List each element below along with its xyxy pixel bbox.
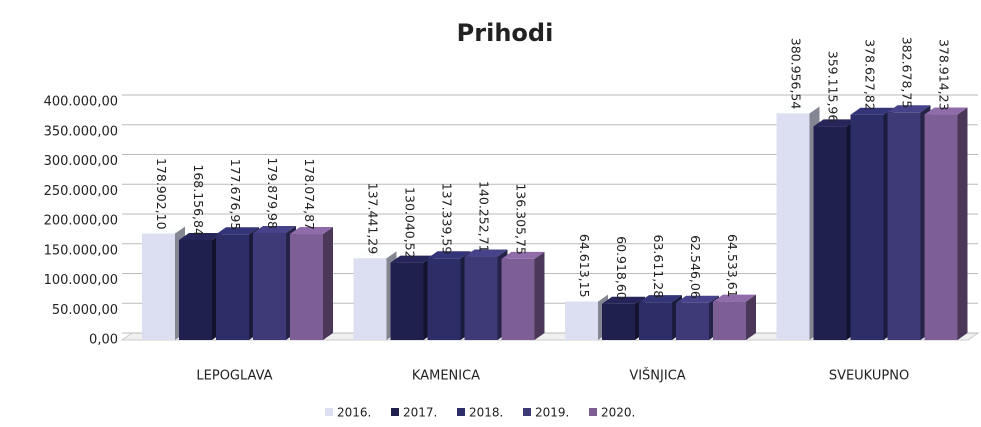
y-tick-label: 50.000,00 bbox=[52, 303, 118, 318]
value-label: 178.902,10 bbox=[154, 158, 169, 230]
bar bbox=[464, 256, 498, 340]
x-tick-label: SVEUKUPNO bbox=[829, 369, 909, 384]
bar bbox=[290, 234, 323, 340]
value-label: 130.040,52 bbox=[403, 187, 418, 259]
legend-swatch bbox=[391, 408, 399, 416]
bar-side bbox=[323, 227, 333, 340]
y-tick-label: 200.000,00 bbox=[44, 214, 118, 229]
bar bbox=[216, 234, 249, 340]
legend-label: 2016. bbox=[337, 406, 371, 420]
bar-top bbox=[501, 251, 545, 259]
y-tick-label: 100.000,00 bbox=[44, 273, 118, 288]
value-label: 179.879,98 bbox=[265, 157, 280, 229]
value-label: 168.156,84 bbox=[191, 164, 206, 236]
bar-top bbox=[353, 251, 397, 259]
value-label: 62.546,06 bbox=[688, 235, 703, 299]
x-tick-label: LEPOGLAVA bbox=[196, 369, 272, 384]
bar-top bbox=[216, 227, 259, 235]
legend-swatch bbox=[457, 408, 465, 416]
value-label: 359.115,96 bbox=[826, 51, 841, 123]
bar-top bbox=[464, 249, 508, 257]
value-label: 382.678,75 bbox=[900, 37, 915, 109]
y-tick-label: 0,00 bbox=[89, 333, 118, 348]
legend-swatch bbox=[325, 408, 333, 416]
bar-top bbox=[290, 227, 333, 235]
value-label: 60.918,60 bbox=[614, 236, 629, 300]
x-tick-label: KAMENICA bbox=[412, 369, 480, 384]
legend-label: 2020. bbox=[601, 406, 635, 420]
bar-top bbox=[639, 295, 682, 303]
bar bbox=[142, 233, 175, 340]
bar-top bbox=[713, 294, 756, 302]
bar bbox=[639, 302, 672, 340]
bar bbox=[179, 239, 212, 340]
bar bbox=[353, 258, 387, 340]
y-tick-label: 250.000,00 bbox=[44, 184, 118, 199]
legend-label: 2017. bbox=[403, 406, 437, 420]
legend-swatch bbox=[589, 408, 597, 416]
value-label: 64.613,15 bbox=[577, 234, 592, 298]
bar-side bbox=[746, 294, 756, 340]
value-label: 136.305,75 bbox=[514, 183, 529, 255]
bar bbox=[813, 126, 847, 340]
bar bbox=[253, 232, 286, 340]
bar-side bbox=[957, 107, 968, 340]
bar-top bbox=[390, 255, 434, 263]
legend-label: 2019. bbox=[535, 406, 569, 420]
y-tick-label: 350.000,00 bbox=[44, 124, 118, 139]
bar bbox=[924, 114, 958, 340]
value-label: 63.611,28 bbox=[651, 235, 666, 299]
value-label: 378.914,23 bbox=[937, 39, 952, 111]
bar-top bbox=[813, 119, 857, 127]
bar bbox=[776, 113, 810, 340]
y-tick-label: 400.000,00 bbox=[44, 95, 118, 110]
bar bbox=[713, 301, 746, 340]
bar-top bbox=[924, 107, 968, 115]
bar bbox=[676, 302, 709, 340]
bar-top bbox=[676, 295, 719, 303]
bar-top bbox=[142, 226, 185, 234]
bar bbox=[501, 258, 535, 340]
value-label: 380.956,54 bbox=[789, 38, 804, 110]
value-label: 178.074,87 bbox=[302, 158, 317, 230]
bar bbox=[850, 114, 884, 340]
legend-label: 2018. bbox=[469, 406, 503, 420]
bar bbox=[887, 112, 921, 340]
chart-title: Prihodi bbox=[457, 19, 554, 47]
value-label: 137.339,59 bbox=[440, 183, 455, 255]
bar bbox=[427, 258, 461, 340]
bar-top bbox=[887, 105, 931, 113]
bar-top bbox=[602, 296, 645, 304]
value-label: 177.676,95 bbox=[228, 159, 243, 231]
bar-side bbox=[534, 251, 545, 340]
bar bbox=[565, 301, 598, 340]
x-tick-label: VIŠNJICA bbox=[629, 368, 685, 384]
bar-top bbox=[565, 294, 608, 302]
y-tick-label: 300.000,00 bbox=[44, 154, 118, 169]
legend-swatch bbox=[523, 408, 531, 416]
value-label: 137.441,29 bbox=[366, 183, 381, 255]
value-label: 140.252,71 bbox=[477, 181, 492, 253]
bar-top bbox=[776, 106, 820, 114]
bar-top bbox=[850, 107, 894, 115]
value-label: 378.627,82 bbox=[863, 39, 878, 111]
bar bbox=[602, 303, 635, 340]
bar-top bbox=[253, 225, 296, 233]
bar-top bbox=[179, 232, 222, 240]
bar-top bbox=[427, 251, 471, 259]
y-tick-label: 150.000,00 bbox=[44, 243, 118, 258]
bar bbox=[390, 262, 424, 340]
value-label: 64.533,61 bbox=[725, 234, 740, 298]
